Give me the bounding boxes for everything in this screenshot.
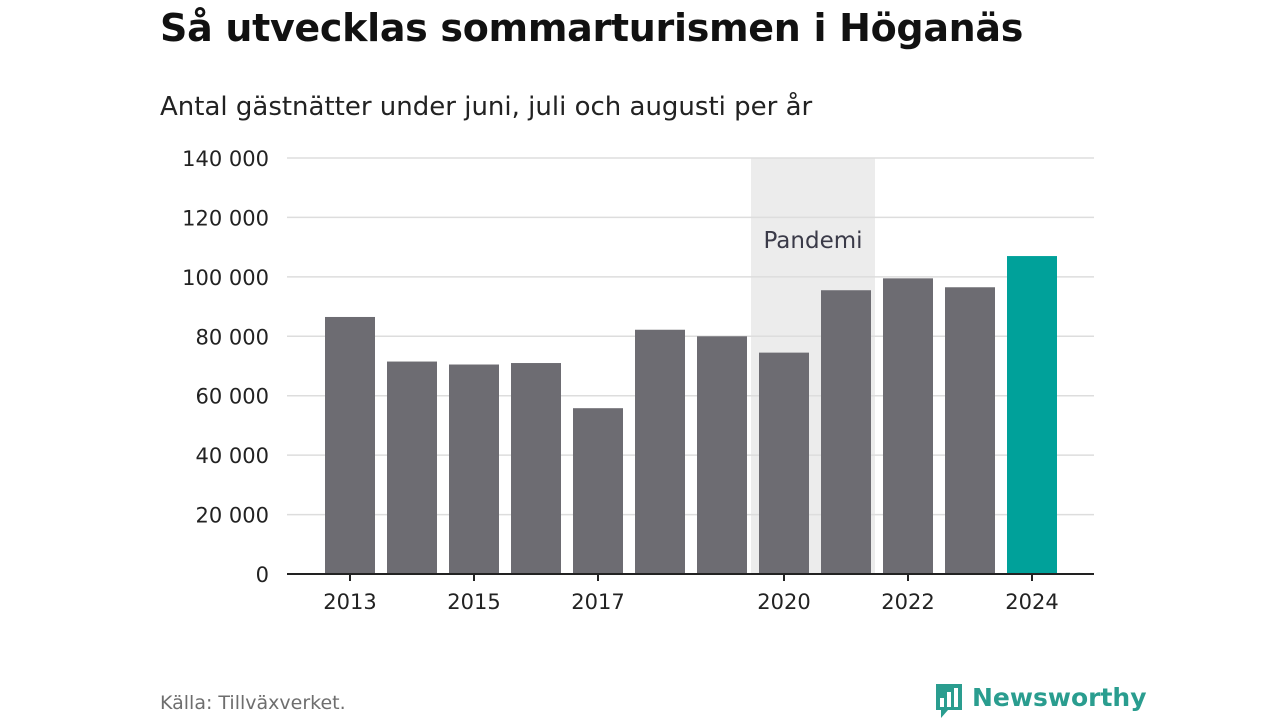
bar <box>883 278 933 574</box>
bar-chart-speech-bubble-icon <box>936 684 962 718</box>
y-tick-label: 60 000 <box>196 385 269 409</box>
chart-subtitle: Antal gästnätter under juni, juli och au… <box>160 92 813 122</box>
y-tick-label: 140 000 <box>182 147 269 171</box>
brand-logo: Newsworthy <box>934 682 1147 720</box>
source-note: Källa: Tillväxverket. <box>160 692 346 714</box>
x-tick-label: 2022 <box>881 590 934 614</box>
x-tick-label: 2024 <box>1005 590 1058 614</box>
bar <box>697 336 747 574</box>
y-tick-label: 100 000 <box>182 266 269 290</box>
bar <box>945 287 995 574</box>
y-tick-label: 80 000 <box>196 325 269 349</box>
bar <box>325 316 375 574</box>
bar <box>635 329 685 574</box>
bar <box>449 364 499 574</box>
x-tick-label: 2020 <box>757 590 810 614</box>
x-tick-label: 2015 <box>447 590 500 614</box>
x-tick-label: 2013 <box>323 590 376 614</box>
y-tick-label: 0 <box>256 563 269 587</box>
bar <box>387 361 437 574</box>
bar-chart: 0 20 000 40 000 60 000 80 000 100 000 120 000 1… <box>182 147 1094 614</box>
y-tick-label: 40 000 <box>196 444 269 468</box>
y-tick-label: 20 000 <box>196 504 269 528</box>
chart-title: Så utvecklas sommarturismen i Höganäs <box>160 6 1024 50</box>
x-tick-label: 2017 <box>571 590 624 614</box>
bar <box>511 363 561 574</box>
brand-name: Newsworthy <box>972 683 1147 712</box>
bar <box>759 352 809 574</box>
y-tick-label: 120 000 <box>182 206 269 230</box>
highlight-label: Pandemi <box>763 228 862 254</box>
bar <box>573 408 623 574</box>
bar <box>1007 256 1057 574</box>
bar <box>821 290 871 574</box>
